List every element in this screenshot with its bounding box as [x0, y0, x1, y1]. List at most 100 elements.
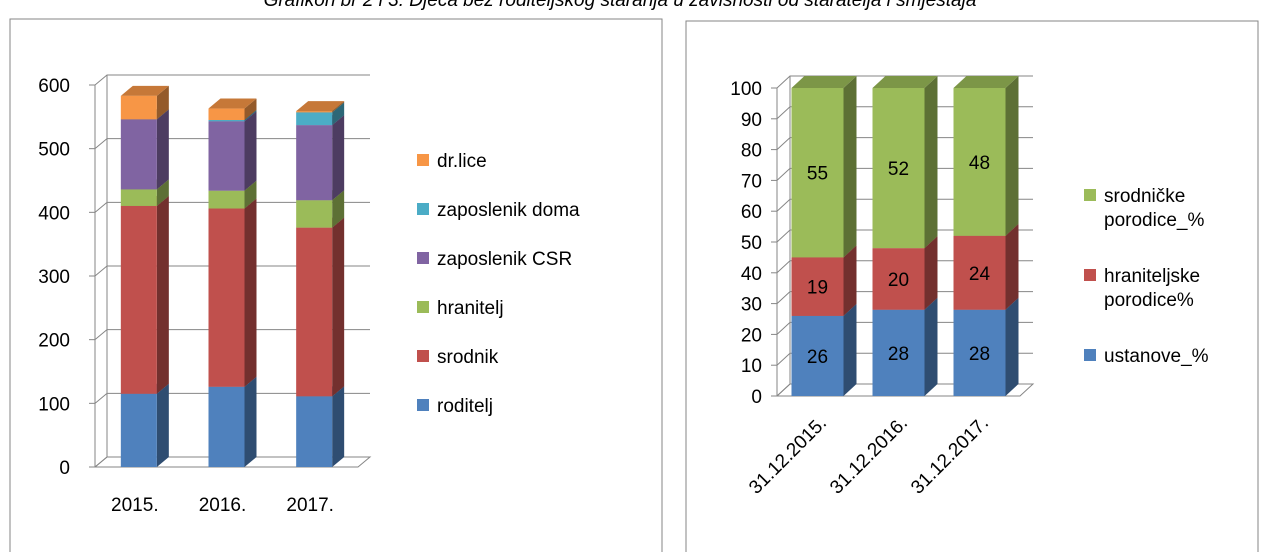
- grid-line: [94, 138, 370, 150]
- legend-swatch: [1084, 269, 1096, 281]
- data-label: 19: [807, 278, 828, 299]
- y-tick-label: 100: [730, 79, 762, 100]
- y-tick-label: 500: [38, 140, 70, 161]
- legend-swatch: [417, 350, 429, 362]
- grid-line: [776, 198, 1033, 212]
- legend-label: srodničke porodice_%: [1104, 186, 1204, 231]
- panel: [685, 20, 1259, 557]
- data-label: 52: [888, 159, 909, 180]
- y-tick-label: 30: [741, 295, 762, 316]
- grid-line: [776, 260, 1033, 274]
- bar-top: [872, 76, 938, 88]
- data-label: 20: [888, 270, 909, 291]
- data-label: 28: [969, 344, 990, 365]
- grid-line: [776, 321, 1033, 335]
- bar-side: [244, 111, 257, 191]
- bar-side: [244, 180, 257, 209]
- bar-side: [843, 245, 857, 316]
- bar: [296, 396, 333, 467]
- y-tick-label: 90: [741, 110, 762, 131]
- bar: [208, 190, 245, 209]
- bar: [296, 111, 333, 113]
- data-label: 26: [807, 347, 828, 368]
- bar: [208, 120, 245, 122]
- data-label: 55: [807, 164, 828, 185]
- bar-side: [244, 110, 257, 122]
- y-tick-label: 40: [741, 264, 762, 285]
- legend-label: ustanove_%: [1104, 346, 1209, 367]
- data-label: 24: [969, 264, 991, 285]
- bar: [208, 208, 245, 387]
- bar: [953, 235, 1006, 310]
- y-tick-label: 80: [741, 141, 762, 162]
- bar: [296, 200, 333, 228]
- legend-label: zaposlenik doma: [437, 200, 580, 221]
- bar-side: [332, 102, 345, 126]
- bar-side: [924, 297, 938, 396]
- bar: [872, 88, 925, 249]
- grid-line: [776, 75, 1033, 89]
- y-tick-label: 50: [741, 233, 762, 254]
- y-tick-label: 0: [59, 458, 70, 479]
- y-tick-label: 300: [38, 267, 70, 288]
- bar: [120, 393, 157, 467]
- bar-side: [332, 386, 345, 467]
- bar-side: [332, 101, 345, 113]
- bar: [791, 315, 844, 396]
- grid-line: [94, 456, 370, 468]
- legend-label: srodnik: [437, 347, 499, 368]
- bar-top: [120, 85, 169, 96]
- legend-swatch: [417, 399, 429, 411]
- legend-swatch: [417, 252, 429, 264]
- bar: [208, 121, 245, 191]
- bar: [208, 108, 245, 121]
- page-title: Grafikon br 2 i 3: Djeca bez roditeljsko…: [264, 0, 977, 11]
- y-tick-label: 10: [741, 356, 762, 377]
- bar: [872, 248, 925, 310]
- grid-line: [94, 74, 370, 86]
- grid-line: [776, 229, 1033, 243]
- y-tick-label: 60: [741, 202, 762, 223]
- legend-swatch: [1084, 189, 1096, 201]
- x-tick-label: 2017.: [286, 495, 334, 516]
- bar-side: [1005, 76, 1019, 236]
- legend-swatch: [417, 301, 429, 313]
- bar-side: [156, 195, 169, 394]
- x-tick-label: 2015.: [111, 495, 159, 516]
- legend-label: hranitelj: [437, 298, 504, 319]
- legend-swatch: [417, 203, 429, 215]
- bar-side: [843, 76, 857, 258]
- bar-side: [156, 85, 169, 120]
- bar-top: [791, 76, 857, 88]
- data-label: 28: [888, 344, 909, 365]
- grid-line: [776, 352, 1033, 366]
- bar: [791, 88, 844, 258]
- legend-label: hraniteljske porodice%: [1104, 266, 1200, 311]
- grid-line: [776, 106, 1033, 120]
- y-tick-label: 0: [751, 387, 762, 408]
- bar-top: [953, 76, 1019, 88]
- panel: [9, 18, 663, 557]
- bar: [296, 112, 333, 126]
- grid-line: [94, 201, 370, 213]
- grid-line: [94, 329, 370, 341]
- bar-side: [156, 109, 169, 190]
- legend-label: zaposlenik CSR: [437, 249, 572, 270]
- bar-side: [156, 179, 169, 206]
- bar-side: [332, 115, 345, 201]
- bar-side: [244, 98, 257, 121]
- bar: [120, 119, 157, 190]
- bar-side: [244, 376, 257, 467]
- legend-swatch: [1084, 349, 1096, 361]
- y-tick-label: 70: [741, 171, 762, 192]
- bar: [791, 257, 844, 316]
- legend-swatch: [417, 154, 429, 166]
- bar: [296, 125, 333, 201]
- bar-side: [156, 383, 169, 467]
- grid-line: [776, 291, 1033, 304]
- bar: [208, 386, 245, 467]
- bar-top: [296, 101, 345, 112]
- y-tick-label: 200: [38, 331, 70, 352]
- y-tick-label: 600: [38, 76, 70, 97]
